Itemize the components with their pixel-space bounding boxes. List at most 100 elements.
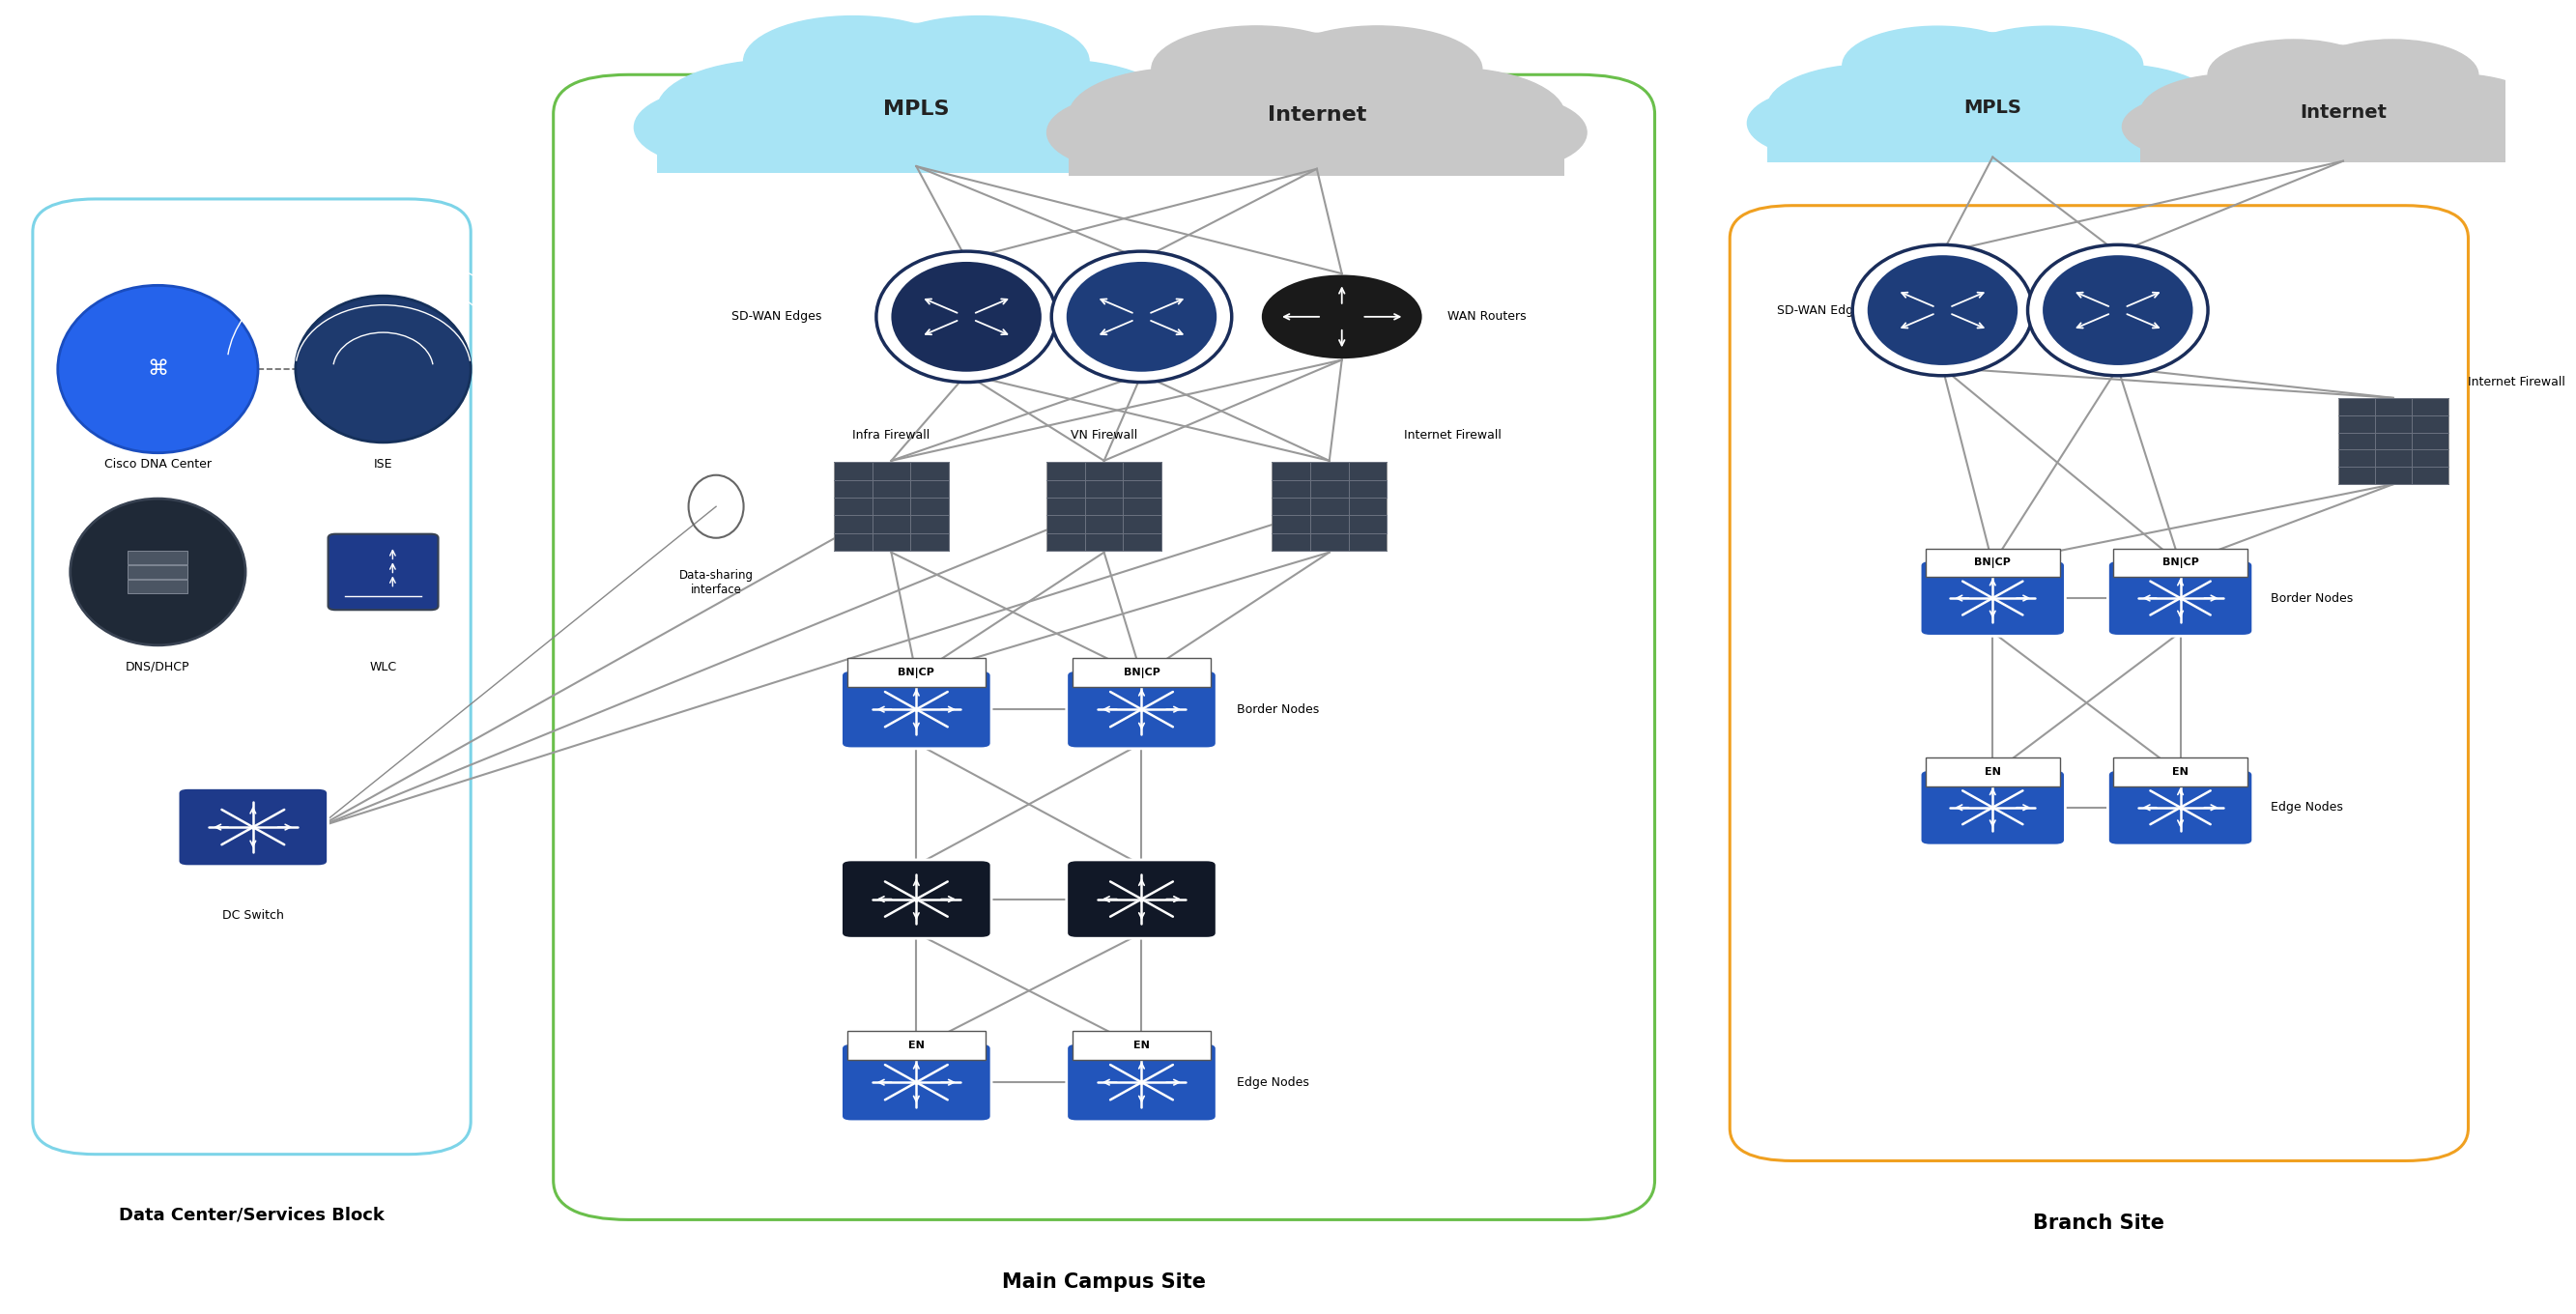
FancyBboxPatch shape (2112, 548, 2246, 577)
Ellipse shape (2218, 46, 2468, 145)
Text: Main Campus Site: Main Campus Site (1002, 1272, 1206, 1292)
Text: BN|CP: BN|CP (1973, 557, 2012, 568)
Ellipse shape (1273, 26, 1481, 113)
Text: EN: EN (909, 1041, 925, 1050)
Ellipse shape (70, 498, 245, 645)
FancyBboxPatch shape (1767, 108, 2218, 163)
Text: Branch Site: Branch Site (2032, 1213, 2164, 1233)
Text: Data-sharing
interface: Data-sharing interface (680, 569, 752, 597)
Text: BN|CP: BN|CP (1123, 668, 1159, 678)
Text: DNS/DHCP: DNS/DHCP (126, 661, 191, 673)
Ellipse shape (2087, 89, 2239, 158)
Ellipse shape (1051, 251, 1231, 382)
FancyBboxPatch shape (2107, 560, 2254, 636)
Ellipse shape (2308, 39, 2478, 110)
FancyBboxPatch shape (1919, 560, 2066, 636)
FancyBboxPatch shape (848, 1030, 987, 1060)
Ellipse shape (634, 88, 806, 167)
FancyBboxPatch shape (1273, 463, 1386, 551)
Ellipse shape (2043, 255, 2192, 365)
FancyBboxPatch shape (327, 533, 438, 610)
FancyBboxPatch shape (129, 579, 188, 593)
Ellipse shape (2123, 96, 2257, 158)
FancyBboxPatch shape (2107, 770, 2254, 845)
Ellipse shape (657, 59, 899, 159)
Text: Internet: Internet (1267, 105, 1365, 125)
Text: Data Center/Services Block: Data Center/Services Block (118, 1206, 384, 1225)
Ellipse shape (1842, 26, 2032, 105)
Text: EN: EN (1984, 767, 2002, 777)
Ellipse shape (1334, 68, 1564, 163)
FancyBboxPatch shape (178, 788, 327, 866)
Ellipse shape (1164, 33, 1468, 154)
Text: SD-WAN Edges: SD-WAN Edges (732, 310, 822, 323)
Text: DC Switch: DC Switch (222, 909, 283, 921)
FancyBboxPatch shape (848, 658, 987, 687)
Text: BN|CP: BN|CP (899, 668, 935, 678)
Ellipse shape (1767, 64, 1978, 151)
FancyBboxPatch shape (1066, 1043, 1216, 1122)
FancyBboxPatch shape (1066, 670, 1216, 749)
Text: Cisco DNA Center: Cisco DNA Center (103, 457, 211, 470)
Ellipse shape (1747, 89, 1899, 158)
Text: VN Firewall: VN Firewall (1072, 428, 1139, 442)
Circle shape (1262, 275, 1422, 359)
Ellipse shape (1422, 95, 1587, 170)
Ellipse shape (2027, 244, 2208, 376)
Ellipse shape (1069, 68, 1301, 163)
FancyBboxPatch shape (842, 1043, 992, 1122)
Text: MPLS: MPLS (884, 100, 951, 120)
FancyBboxPatch shape (1919, 770, 2066, 845)
Text: Border Nodes: Border Nodes (2269, 591, 2352, 604)
FancyBboxPatch shape (33, 198, 471, 1154)
Text: Internet Firewall: Internet Firewall (2468, 376, 2566, 389)
FancyBboxPatch shape (2112, 758, 2246, 787)
Ellipse shape (1025, 88, 1198, 167)
Text: Edge Nodes: Edge Nodes (1236, 1076, 1309, 1088)
Ellipse shape (1953, 26, 2143, 105)
Ellipse shape (1868, 255, 2017, 365)
FancyBboxPatch shape (129, 551, 188, 564)
Ellipse shape (296, 296, 471, 443)
Ellipse shape (1151, 26, 1360, 113)
FancyBboxPatch shape (1927, 758, 2061, 787)
Ellipse shape (891, 261, 1041, 372)
FancyBboxPatch shape (1731, 205, 2468, 1160)
FancyBboxPatch shape (1072, 1030, 1211, 1060)
Text: EN: EN (1133, 1041, 1149, 1050)
FancyBboxPatch shape (835, 463, 948, 551)
Text: SD-WAN Edges: SD-WAN Edges (1777, 304, 1868, 317)
FancyBboxPatch shape (2339, 398, 2447, 484)
Text: ⌘: ⌘ (147, 360, 167, 378)
Text: Infra Firewall: Infra Firewall (853, 428, 930, 442)
Text: ISE: ISE (374, 457, 392, 470)
FancyBboxPatch shape (1927, 548, 2061, 577)
Ellipse shape (2357, 74, 2545, 151)
Ellipse shape (744, 16, 963, 106)
Text: WAN Routers: WAN Routers (1448, 310, 1525, 323)
FancyBboxPatch shape (1066, 859, 1216, 938)
Ellipse shape (2141, 74, 2329, 151)
Text: WLC: WLC (368, 661, 397, 673)
Ellipse shape (2007, 64, 2218, 151)
Text: Border Nodes: Border Nodes (1236, 703, 1319, 716)
Ellipse shape (1852, 244, 2032, 376)
FancyBboxPatch shape (842, 859, 992, 938)
Ellipse shape (57, 285, 258, 453)
Ellipse shape (1855, 33, 2130, 143)
Text: Edge Nodes: Edge Nodes (2269, 802, 2342, 813)
Ellipse shape (2429, 96, 2563, 158)
FancyBboxPatch shape (1072, 658, 1211, 687)
Ellipse shape (757, 24, 1074, 150)
Ellipse shape (1046, 95, 1213, 170)
FancyBboxPatch shape (1046, 463, 1162, 551)
Text: Internet Firewall: Internet Firewall (1404, 428, 1502, 442)
Ellipse shape (871, 16, 1090, 106)
Ellipse shape (876, 251, 1056, 382)
FancyBboxPatch shape (2141, 113, 2545, 162)
Ellipse shape (933, 59, 1175, 159)
Ellipse shape (2208, 39, 2380, 110)
Text: MPLS: MPLS (1963, 99, 2022, 117)
Text: EN: EN (2172, 767, 2190, 777)
Text: BN|CP: BN|CP (2161, 557, 2200, 568)
